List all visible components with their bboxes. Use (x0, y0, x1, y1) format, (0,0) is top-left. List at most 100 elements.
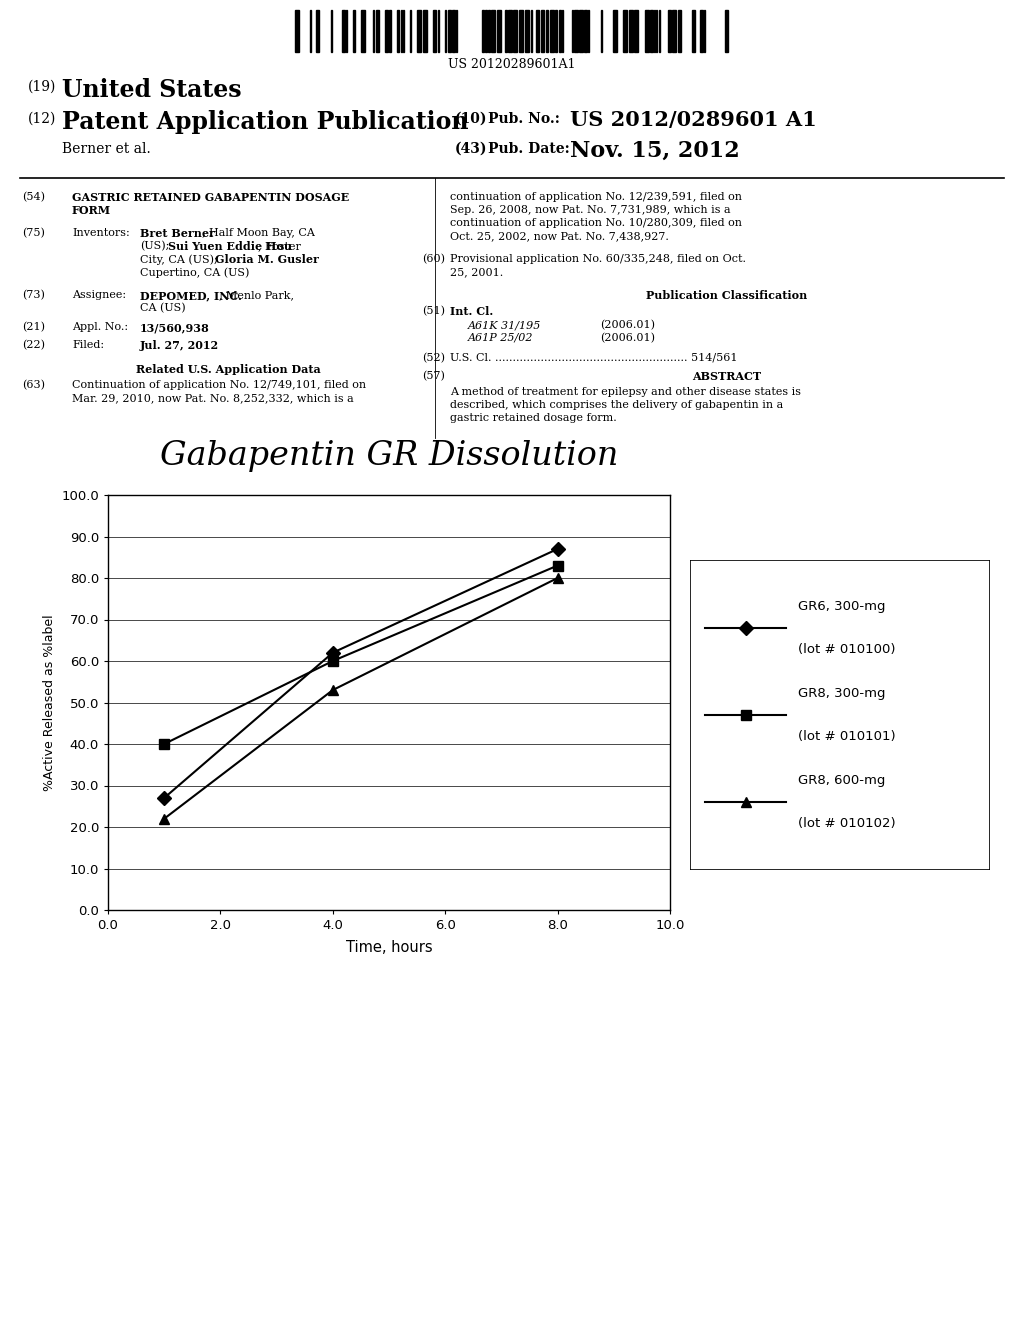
Bar (513, 11, 517, 51)
Bar (505, 11, 507, 51)
Text: ABSTRACT: ABSTRACT (692, 371, 762, 381)
Text: Inventors:: Inventors: (72, 228, 130, 238)
Text: (57): (57) (422, 371, 444, 381)
Text: Related U.S. Application Data: Related U.S. Application Data (136, 364, 321, 375)
Text: GR6, 300-mg: GR6, 300-mg (798, 601, 886, 612)
Text: (75): (75) (22, 228, 45, 239)
Bar (482, 11, 484, 51)
Bar (725, 11, 728, 51)
Text: Berner et al.: Berner et al. (62, 143, 151, 156)
Text: Gloria M. Gusler: Gloria M. Gusler (215, 253, 318, 265)
Text: 25, 2001.: 25, 2001. (450, 267, 503, 277)
Bar (668, 11, 671, 51)
Text: FORM: FORM (72, 205, 112, 216)
Bar (316, 11, 319, 51)
Bar (519, 11, 523, 51)
Bar (623, 11, 627, 51)
Text: continuation of application No. 10/280,309, filed on: continuation of application No. 10/280,3… (450, 218, 742, 228)
Bar (488, 11, 490, 51)
Bar (678, 11, 681, 51)
Bar (574, 11, 578, 51)
X-axis label: Time, hours: Time, hours (346, 940, 432, 956)
Text: (63): (63) (22, 380, 45, 391)
Text: (12): (12) (28, 112, 56, 125)
Bar (692, 11, 695, 51)
Bar (634, 11, 638, 51)
Text: Appl. No.:: Appl. No.: (72, 322, 128, 333)
Text: Provisional application No. 60/335,248, filed on Oct.: Provisional application No. 60/335,248, … (450, 253, 746, 264)
Bar (584, 11, 587, 51)
Text: , Foster: , Foster (258, 242, 301, 251)
Bar (613, 11, 617, 51)
Bar (342, 11, 345, 51)
Bar (389, 11, 391, 51)
Text: (2006.01): (2006.01) (600, 333, 655, 343)
Bar (385, 11, 388, 51)
Text: US 2012/0289601 A1: US 2012/0289601 A1 (570, 110, 817, 129)
Bar (490, 11, 495, 51)
Text: Patent Application Publication: Patent Application Publication (62, 110, 469, 135)
Bar (629, 11, 633, 51)
Text: GR8, 300-mg: GR8, 300-mg (798, 686, 886, 700)
Text: CA (US): CA (US) (140, 304, 185, 313)
Text: described, which comprises the delivery of gabapentin in a: described, which comprises the delivery … (450, 400, 783, 411)
Text: gastric retained dosage form.: gastric retained dosage form. (450, 413, 616, 422)
Text: Jul. 27, 2012: Jul. 27, 2012 (140, 341, 219, 351)
Text: Sui Yuen Eddie Hou: Sui Yuen Eddie Hou (168, 242, 292, 252)
Bar (449, 11, 451, 51)
Bar (525, 11, 529, 51)
Bar (485, 11, 487, 51)
Text: A61P 25/02: A61P 25/02 (468, 333, 534, 343)
Text: GR8, 600-mg: GR8, 600-mg (798, 774, 886, 787)
Text: Cupertino, CA (US): Cupertino, CA (US) (140, 267, 250, 277)
Text: United States: United States (62, 78, 242, 102)
Text: (lot # 010102): (lot # 010102) (798, 817, 896, 830)
Text: Continuation of application No. 12/749,101, filed on: Continuation of application No. 12/749,1… (72, 380, 367, 389)
Text: (19): (19) (28, 81, 56, 94)
Text: City, CA (US);: City, CA (US); (140, 253, 218, 264)
Text: (lot # 010100): (lot # 010100) (798, 643, 896, 656)
Text: (2006.01): (2006.01) (600, 319, 655, 330)
Text: Nov. 15, 2012: Nov. 15, 2012 (570, 140, 739, 162)
Text: Oct. 25, 2002, now Pat. No. 7,438,927.: Oct. 25, 2002, now Pat. No. 7,438,927. (450, 231, 669, 242)
Bar (645, 11, 649, 51)
Text: (21): (21) (22, 322, 45, 333)
Y-axis label: %Active Released as %label: %Active Released as %label (43, 614, 55, 791)
Text: (54): (54) (22, 191, 45, 202)
Text: A61K 31/195: A61K 31/195 (468, 319, 542, 330)
Bar (559, 11, 561, 51)
Bar (672, 11, 676, 51)
Text: , Menlo Park,: , Menlo Park, (219, 290, 294, 300)
Bar (550, 11, 554, 51)
Text: U.S. Cl. ....................................................... 514/561: U.S. Cl. ...............................… (450, 352, 737, 363)
Text: (lot # 010101): (lot # 010101) (798, 730, 896, 743)
Text: Filed:: Filed: (72, 341, 104, 350)
Text: 13/560,938: 13/560,938 (140, 322, 210, 333)
Text: (10): (10) (455, 112, 487, 125)
Bar (650, 11, 653, 51)
Text: Publication Classification: Publication Classification (646, 290, 808, 301)
Bar (433, 11, 436, 51)
Bar (508, 11, 512, 51)
Text: Gabapentin GR Dissolution: Gabapentin GR Dissolution (160, 440, 618, 473)
Text: Sep. 26, 2008, now Pat. No. 7,731,989, which is a: Sep. 26, 2008, now Pat. No. 7,731,989, w… (450, 205, 731, 215)
Text: (US);: (US); (140, 242, 169, 251)
Bar (397, 11, 399, 51)
Text: (51): (51) (422, 306, 445, 317)
Text: , Half Moon Bay, CA: , Half Moon Bay, CA (202, 228, 314, 238)
Bar (579, 11, 583, 51)
Bar (376, 11, 379, 51)
Text: (52): (52) (422, 352, 445, 363)
Text: (73): (73) (22, 290, 45, 301)
Bar (555, 11, 557, 51)
Text: GASTRIC RETAINED GABAPENTIN DOSAGE: GASTRIC RETAINED GABAPENTIN DOSAGE (72, 191, 349, 203)
Bar (497, 11, 501, 51)
Text: Bret Berner: Bret Berner (140, 228, 215, 239)
Text: (60): (60) (422, 253, 445, 264)
Text: (43): (43) (455, 143, 487, 156)
Text: A method of treatment for epilepsy and other disease states is: A method of treatment for epilepsy and o… (450, 387, 801, 397)
Bar (417, 11, 421, 51)
Bar (546, 11, 548, 51)
Text: (22): (22) (22, 341, 45, 350)
Text: DEPOMED, INC.: DEPOMED, INC. (140, 290, 242, 301)
